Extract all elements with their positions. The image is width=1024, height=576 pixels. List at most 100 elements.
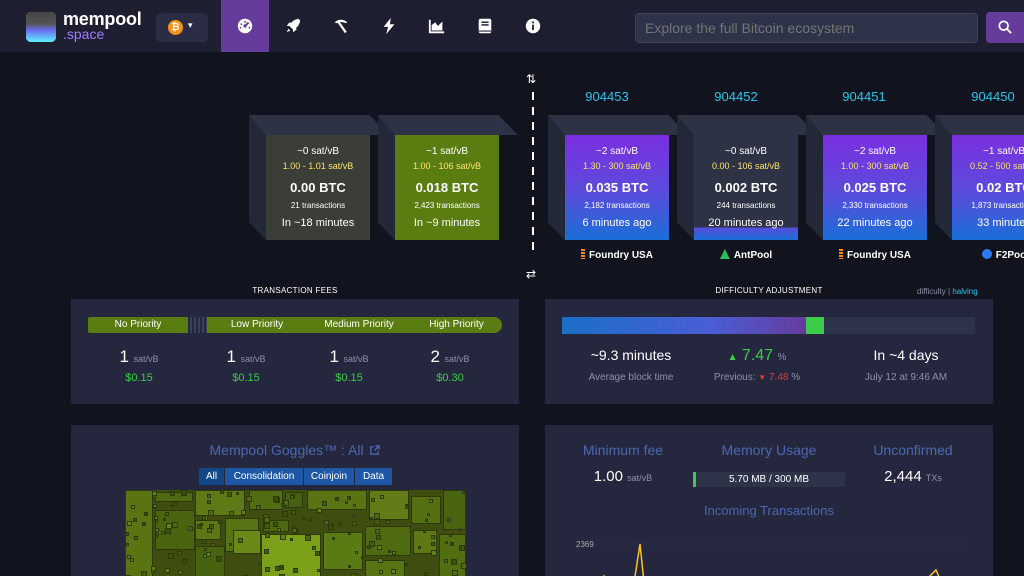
treemap-tile[interactable] [209,524,214,529]
swap-direction-icon[interactable]: ⇄ [526,267,537,281]
treemap-tile[interactable] [155,520,158,523]
treemap-tile[interactable] [264,549,269,554]
treemap-tile[interactable] [317,569,320,572]
treemap-tile[interactable] [332,537,335,540]
treemap-tile[interactable] [202,516,206,520]
treemap-tile[interactable] [305,535,311,541]
treemap-tile[interactable] [134,536,138,540]
nav-mining[interactable] [317,0,365,52]
treemap-tile[interactable] [450,542,454,546]
treemap-tile[interactable] [211,543,215,547]
treemap-tile[interactable] [178,570,183,575]
block-height-link[interactable]: 904453 [585,89,629,104]
treemap-tile[interactable] [264,517,270,523]
goggles-tab-all[interactable]: All [199,468,224,485]
treemap-tile[interactable] [227,492,232,497]
treemap-tile[interactable] [338,522,342,526]
treemap-tile[interactable] [170,491,175,496]
halving-toggle-option[interactable]: halving [952,287,978,296]
treemap-tile[interactable] [335,497,339,501]
mined-block[interactable]: ~0 sat/vB 0.00 - 106 sat/vB 0.002 BTC 24… [677,115,817,240]
treemap-tile[interactable] [168,553,174,559]
treemap-tile[interactable] [459,547,462,550]
mining-pool-label[interactable]: Foundry USA [557,249,677,261]
treemap-tile[interactable] [181,490,187,496]
treemap-tile[interactable] [417,528,420,531]
treemap-tile[interactable] [352,514,355,517]
treemap-tile[interactable] [280,565,283,568]
treemap-tile[interactable] [166,523,172,529]
incoming-transactions-chart[interactable] [600,540,966,576]
treemap-tile[interactable] [290,538,293,541]
treemap-tile[interactable] [353,504,356,507]
mined-block[interactable]: ~1 sat/vB 0.52 - 500 sat/vB 0.02 BTC 1,8… [935,115,1024,240]
mined-block[interactable]: ~2 sat/vB 1.00 - 300 sat/vB 0.025 BTC 2,… [806,115,946,240]
treemap-tile[interactable] [431,535,435,539]
goggles-title[interactable]: Mempool Goggles™ : All [71,442,519,458]
treemap-tile[interactable] [154,516,158,520]
treemap-tile[interactable] [236,492,239,495]
mining-pool-label[interactable]: Foundry USA [815,249,935,261]
treemap-tile[interactable] [374,519,380,525]
treemap-tile[interactable] [125,490,153,576]
treemap-tile[interactable] [374,513,380,519]
treemap-tile[interactable] [290,495,294,499]
treemap-tile[interactable] [241,510,246,515]
treemap-tile[interactable] [163,518,166,521]
treemap-tile[interactable] [377,545,382,550]
treemap-tile[interactable] [273,496,279,502]
treemap-tile[interactable] [352,521,357,526]
treemap-tile[interactable] [151,570,154,573]
treemap-tile[interactable] [379,570,383,574]
treemap-tile[interactable] [277,528,281,532]
treemap-tile[interactable] [458,528,461,531]
treemap-tile[interactable] [133,518,137,522]
treemap-tile[interactable] [391,569,396,574]
treemap-tile[interactable] [405,505,409,509]
treemap-tile[interactable] [220,490,224,494]
treemap-tile[interactable] [405,563,408,566]
treemap-tile[interactable] [315,551,320,556]
treemap-tile[interactable] [309,518,312,521]
treemap-tile[interactable] [425,519,428,522]
mempool-logo-icon[interactable] [26,12,56,42]
treemap-tile[interactable] [371,498,375,502]
treemap-tile[interactable] [392,551,396,555]
treemap-tile[interactable] [127,555,131,559]
treemap-tile[interactable] [256,505,261,510]
treemap-tile[interactable] [380,495,384,499]
treemap-tile[interactable] [130,558,134,562]
treemap-tile[interactable] [303,517,306,520]
treemap-tile[interactable] [229,511,234,516]
mempool-block-2[interactable]: ~0 sat/vB 1.00 - 1.01 sat/vB 0.00 BTC 21… [249,115,389,240]
treemap-tile[interactable] [431,542,435,546]
treemap-tile[interactable] [197,524,202,529]
treemap-tile[interactable] [153,504,157,508]
mined-block[interactable]: ~2 sat/vB 1.30 - 300 sat/vB 0.035 BTC 2,… [548,115,688,240]
treemap-tile[interactable] [345,501,348,504]
treemap-tile[interactable] [418,546,421,549]
logo-text[interactable]: mempool [63,9,142,29]
block-height-link[interactable]: 904450 [971,89,1015,104]
treemap-tile[interactable] [265,567,270,572]
treemap-tile[interactable] [165,512,169,516]
treemap-tile[interactable] [261,534,321,576]
treemap-tile[interactable] [293,568,298,573]
goggles-tab-data[interactable]: Data [355,468,392,485]
treemap-tile[interactable] [208,510,214,516]
treemap-tile[interactable] [229,543,232,546]
treemap-tile[interactable] [155,528,159,532]
treemap-tile[interactable] [126,543,129,546]
nav-lightning[interactable] [365,0,413,52]
treemap-tile[interactable] [200,523,203,526]
treemap-tile[interactable] [348,532,351,535]
treemap-tile[interactable] [204,548,207,551]
treemap-tile[interactable] [347,496,351,500]
treemap-tile[interactable] [280,534,286,540]
treemap-tile[interactable] [323,532,363,570]
treemap-tile[interactable] [282,511,288,517]
treemap-tile[interactable] [207,500,211,504]
treemap-tile[interactable] [439,534,466,576]
treemap-tile[interactable] [444,559,448,563]
treemap-tile[interactable] [449,534,452,537]
